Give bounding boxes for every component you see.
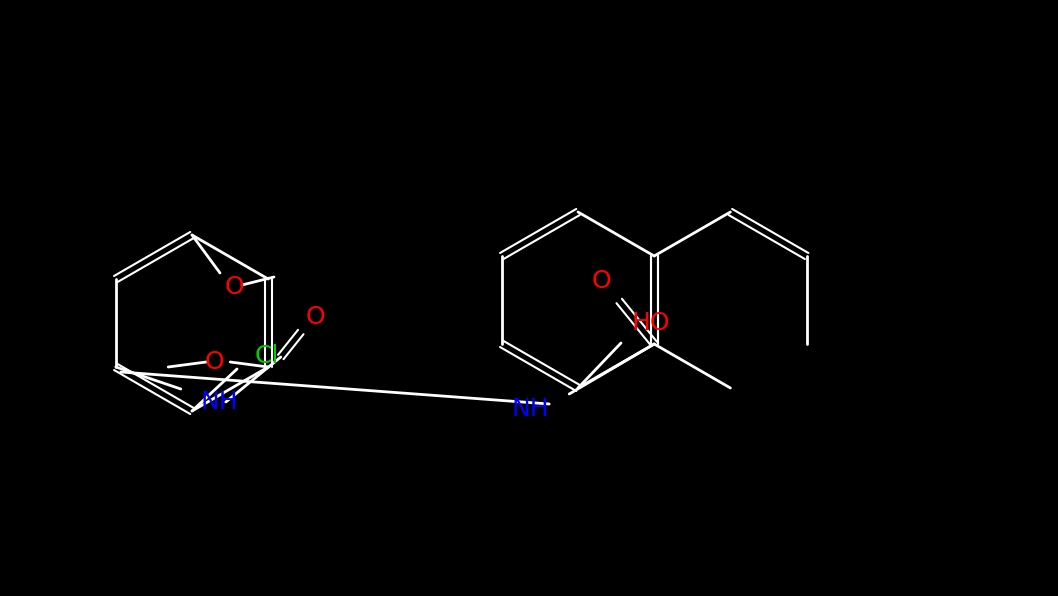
Text: HO: HO: [632, 311, 671, 335]
Text: Cl: Cl: [255, 344, 279, 368]
Text: O: O: [591, 269, 612, 293]
Text: NH: NH: [201, 390, 238, 414]
Text: O: O: [204, 350, 224, 374]
Text: O: O: [224, 275, 243, 299]
Text: NH: NH: [512, 397, 549, 421]
Text: O: O: [306, 305, 326, 329]
